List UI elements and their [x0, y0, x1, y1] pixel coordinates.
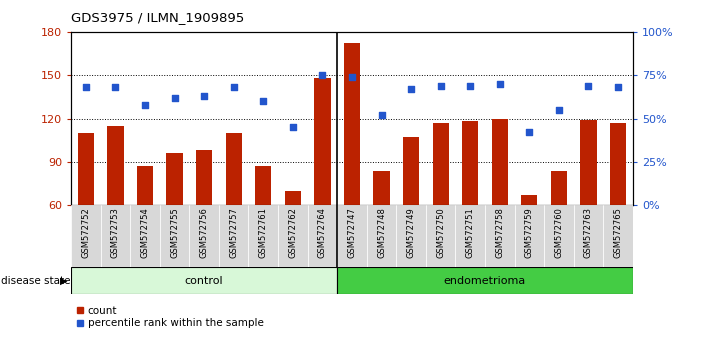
Text: GSM572764: GSM572764	[318, 207, 327, 258]
Text: ▶: ▶	[60, 275, 68, 286]
Text: GSM572756: GSM572756	[200, 207, 208, 258]
Text: GSM572760: GSM572760	[555, 207, 563, 258]
Point	[109, 85, 121, 90]
Bar	[551, 171, 567, 205]
Bar	[515, 205, 544, 267]
Bar	[284, 191, 301, 205]
Bar	[71, 267, 337, 294]
Point	[316, 73, 328, 78]
Text: GSM572759: GSM572759	[525, 207, 534, 258]
Bar	[219, 205, 248, 267]
Bar	[278, 205, 308, 267]
Text: GSM572765: GSM572765	[614, 207, 623, 258]
Text: disease state: disease state	[1, 275, 70, 286]
Point	[494, 81, 506, 87]
Text: GDS3975 / ILMN_1909895: GDS3975 / ILMN_1909895	[71, 11, 245, 24]
Point	[464, 83, 476, 88]
Bar	[485, 205, 515, 267]
Bar	[308, 205, 337, 267]
Bar	[426, 205, 456, 267]
Point	[257, 98, 269, 104]
Bar	[344, 44, 360, 205]
Bar	[462, 121, 479, 205]
Bar	[337, 205, 367, 267]
Bar	[610, 123, 626, 205]
Point	[346, 74, 358, 80]
Text: control: control	[185, 275, 223, 286]
Text: GSM572747: GSM572747	[348, 207, 356, 258]
Point	[553, 107, 565, 113]
Bar	[373, 171, 390, 205]
Text: GSM572754: GSM572754	[141, 207, 149, 258]
Text: endometrioma: endometrioma	[444, 275, 526, 286]
Bar	[160, 205, 189, 267]
Point	[198, 93, 210, 99]
Bar	[71, 32, 337, 205]
Text: GSM572761: GSM572761	[259, 207, 268, 258]
Bar	[367, 205, 396, 267]
Point	[169, 95, 181, 101]
Text: GSM572763: GSM572763	[584, 207, 593, 258]
Bar	[603, 205, 633, 267]
Bar	[491, 119, 508, 205]
Bar	[166, 153, 183, 205]
Text: GSM572752: GSM572752	[81, 207, 90, 258]
Point	[405, 86, 417, 92]
Text: GSM572753: GSM572753	[111, 207, 120, 258]
Bar	[248, 205, 278, 267]
Point	[287, 125, 299, 130]
Text: GSM572762: GSM572762	[289, 207, 297, 258]
Bar	[71, 205, 101, 267]
Text: GSM572749: GSM572749	[407, 207, 415, 258]
Bar	[77, 133, 94, 205]
Bar	[130, 205, 160, 267]
Point	[612, 85, 624, 90]
Bar	[314, 78, 331, 205]
Bar	[107, 126, 124, 205]
Point	[523, 130, 535, 135]
Text: GSM572748: GSM572748	[377, 207, 386, 258]
Bar	[456, 205, 485, 267]
Bar	[137, 166, 153, 205]
Bar	[580, 120, 597, 205]
Legend: count, percentile rank within the sample: count, percentile rank within the sample	[76, 306, 264, 328]
Point	[435, 83, 447, 88]
Point	[228, 85, 240, 90]
Point	[139, 102, 151, 108]
Text: GSM572755: GSM572755	[170, 207, 179, 258]
Bar	[403, 137, 419, 205]
Bar	[574, 205, 603, 267]
Bar	[337, 32, 633, 205]
Point	[583, 83, 594, 88]
Bar	[337, 267, 633, 294]
Bar	[521, 195, 538, 205]
Point	[376, 112, 387, 118]
Bar	[544, 205, 574, 267]
Text: GSM572750: GSM572750	[436, 207, 445, 258]
Bar	[432, 123, 449, 205]
Bar	[189, 205, 219, 267]
Bar	[101, 205, 130, 267]
Bar	[396, 205, 426, 267]
Text: GSM572758: GSM572758	[496, 207, 504, 258]
Text: GSM572751: GSM572751	[466, 207, 475, 258]
Bar	[225, 133, 242, 205]
Text: GSM572757: GSM572757	[229, 207, 238, 258]
Bar	[255, 166, 272, 205]
Bar	[196, 150, 213, 205]
Point	[80, 85, 92, 90]
